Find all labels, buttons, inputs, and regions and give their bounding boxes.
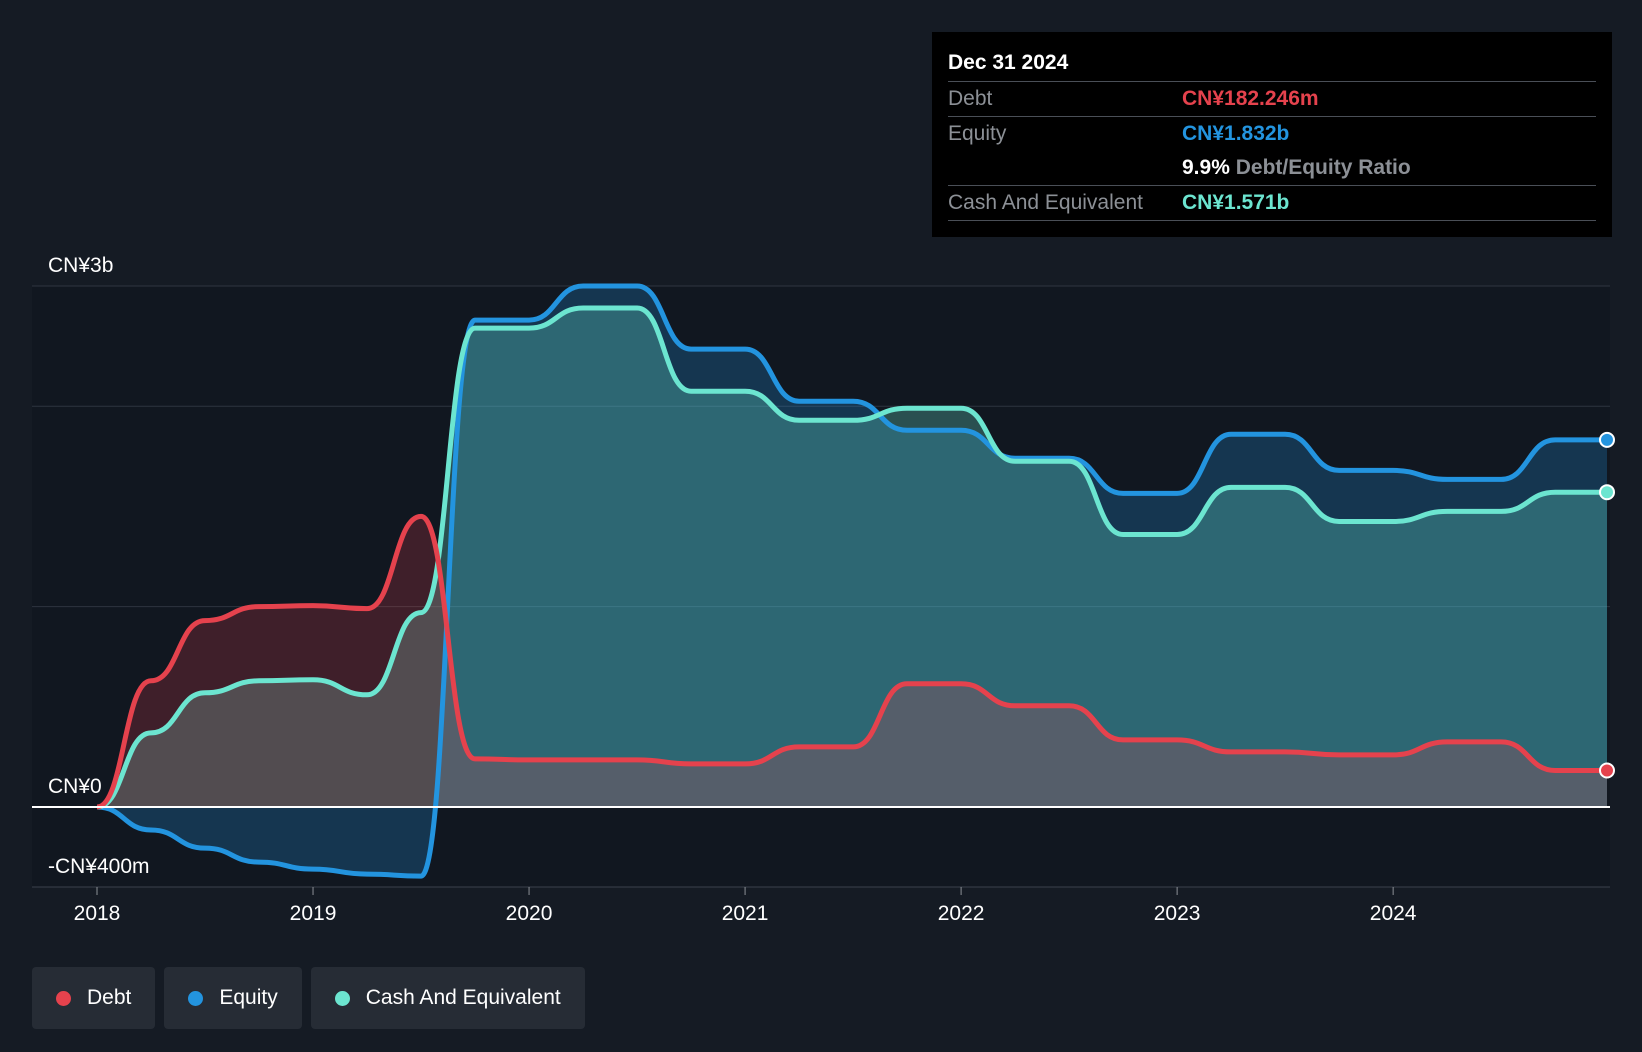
debt-end-marker[interactable] (1599, 762, 1615, 779)
cash-line (96, 305, 1607, 810)
tooltip-panel: Dec 31 2024 Debt CN¥182.246m Equity CN¥1… (932, 32, 1612, 237)
y-tick-label: CN¥3b (48, 254, 113, 277)
legend-item-debt[interactable]: Debt (32, 967, 156, 1029)
equity-line (96, 283, 1607, 879)
tooltip-cash-value: CN¥1.571b (1182, 191, 1290, 214)
legend-cash-label: Cash And Equivalent (365, 986, 561, 1009)
debt-dot-icon (56, 990, 71, 1006)
y-tick-label: -CN¥400m (48, 855, 150, 878)
x-tick-label: 2021 (722, 902, 769, 925)
tooltip-ratio: 9.9% Debt/Equity Ratio (1182, 151, 1411, 185)
debt-line (96, 513, 1607, 810)
tooltip-row-ratio: 9.9% Debt/Equity Ratio (948, 151, 1596, 185)
equity-area (97, 286, 1607, 877)
legend-item-equity[interactable]: Equity (164, 967, 302, 1029)
legend-equity-label: Equity (219, 986, 278, 1009)
equity-dot-icon (188, 990, 204, 1006)
tooltip-row-cash: Cash And Equivalent CN¥1.571b (948, 185, 1596, 221)
tooltip-debt-value: CN¥182.246m (1182, 87, 1319, 110)
tooltip-date: Dec 31 2024 (948, 51, 1069, 74)
x-tick-label: 2023 (1154, 902, 1201, 925)
equity-end-marker[interactable] (1599, 431, 1615, 448)
cash-area (97, 308, 1607, 807)
tooltip-row-equity: Equity CN¥1.832b (948, 116, 1596, 151)
tooltip-debt-label: Debt (948, 87, 993, 110)
tooltip-row-debt: Debt CN¥182.246m (948, 81, 1596, 116)
legend-item-cash[interactable]: Cash And Equivalent (310, 967, 585, 1029)
end-markers (1599, 431, 1615, 779)
axes: CN¥3b CN¥0 -CN¥400m 2018 2019 2020 2021 2022 202… (32, 254, 1610, 925)
tooltip-ratio-label: Debt/Equity Ratio (1235, 156, 1411, 179)
cash-dot-icon (334, 990, 350, 1006)
cash-end-marker[interactable] (1599, 484, 1615, 501)
legend-debt-label: Debt (87, 986, 132, 1009)
legend: Debt Equity Cash And Equivalent (32, 967, 585, 1029)
tooltip-cash-label: Cash And Equivalent (948, 191, 1143, 214)
series-lines (96, 283, 1607, 879)
tooltip-ratio-value: 9.9% (1182, 156, 1230, 179)
tooltip-equity-value: CN¥1.832b (1182, 122, 1290, 145)
x-tick-label: 2019 (290, 902, 337, 925)
x-tick-label: 2022 (938, 902, 985, 925)
x-tick-label: 2020 (506, 902, 553, 925)
x-tick-label: 2018 (74, 902, 121, 925)
tooltip-equity-label: Equity (948, 122, 1007, 145)
x-tick-label: 2024 (1370, 902, 1417, 925)
plot-background (32, 286, 1610, 887)
y-tick-label: CN¥0 (48, 775, 102, 798)
